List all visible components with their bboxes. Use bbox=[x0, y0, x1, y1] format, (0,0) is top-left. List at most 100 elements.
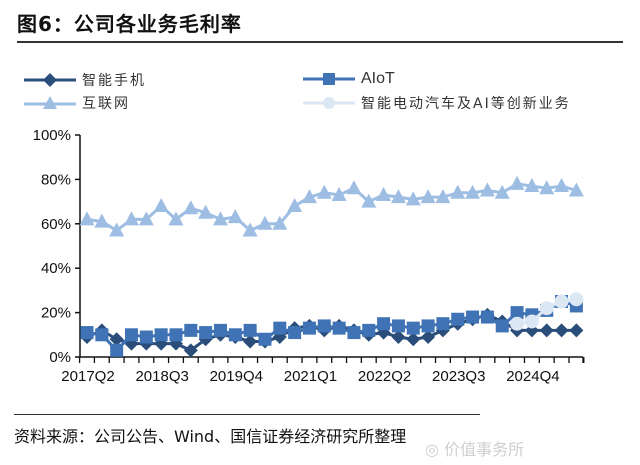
data-point-aiot bbox=[302, 321, 316, 335]
data-point-internet bbox=[376, 186, 392, 201]
data-point-internet bbox=[450, 184, 466, 199]
data-point-internet bbox=[435, 189, 451, 204]
square-marker-icon bbox=[303, 73, 355, 85]
x-tick-label: 2023Q3 bbox=[432, 368, 485, 385]
data-point-internet bbox=[198, 204, 214, 219]
data-point-ev-ai bbox=[510, 316, 525, 331]
data-point-aiot bbox=[258, 332, 272, 346]
data-point-internet bbox=[568, 182, 584, 197]
data-point-aiot bbox=[480, 310, 494, 324]
data-point-smartphone bbox=[406, 332, 421, 347]
data-point-internet bbox=[287, 198, 303, 213]
data-point-internet bbox=[316, 184, 332, 199]
data-point-aiot bbox=[169, 328, 183, 342]
data-point-aiot bbox=[391, 319, 405, 333]
data-point-aiot bbox=[228, 328, 242, 342]
data-point-internet bbox=[331, 186, 347, 201]
data-point-ev-ai bbox=[524, 314, 539, 329]
data-point-internet bbox=[138, 211, 154, 226]
source-note: 资料来源：公司公告、Wind、国信证券经济研究所整理 bbox=[14, 427, 407, 446]
data-point-aiot bbox=[466, 310, 480, 324]
y-tick-label: 100% bbox=[33, 127, 71, 144]
data-point-internet bbox=[494, 184, 510, 199]
data-point-internet bbox=[242, 222, 258, 237]
legend-item-smartphone: 智能手机 bbox=[24, 70, 146, 90]
data-point-aiot bbox=[273, 321, 287, 335]
x-tick-label: 2018Q3 bbox=[135, 368, 188, 385]
data-point-internet bbox=[123, 211, 139, 226]
data-point-smartphone bbox=[539, 323, 554, 338]
diamond-marker-icon bbox=[24, 73, 76, 87]
data-point-aiot bbox=[406, 321, 420, 335]
data-point-aiot bbox=[80, 326, 94, 340]
data-point-internet bbox=[554, 178, 570, 193]
data-point-internet bbox=[346, 180, 362, 195]
legend-label: 智能电动汽车及AI等创新业务 bbox=[361, 96, 571, 112]
data-point-internet bbox=[361, 193, 377, 208]
data-point-internet bbox=[168, 211, 184, 226]
data-point-aiot bbox=[184, 323, 198, 337]
data-point-aiot bbox=[510, 306, 524, 320]
data-point-aiot bbox=[332, 321, 346, 335]
data-point-internet bbox=[405, 191, 421, 206]
legend-item-aiot: AIoT bbox=[303, 70, 395, 88]
title-divider bbox=[17, 41, 623, 43]
data-point-aiot bbox=[347, 326, 361, 340]
data-point-ev-ai bbox=[554, 294, 569, 309]
data-point-internet bbox=[153, 198, 169, 213]
data-point-internet bbox=[465, 184, 481, 199]
circle-marker-icon bbox=[303, 97, 355, 109]
data-point-aiot bbox=[495, 319, 509, 333]
x-tick-label: 2017Q2 bbox=[61, 368, 114, 385]
source-divider bbox=[14, 414, 480, 415]
data-point-internet bbox=[524, 178, 540, 193]
weibo-icon: ◎ bbox=[425, 440, 439, 459]
legend-label: 互联网 bbox=[82, 96, 130, 112]
y-tick-label: 40% bbox=[41, 260, 71, 277]
data-point-aiot bbox=[288, 326, 302, 340]
data-point-smartphone bbox=[109, 332, 124, 347]
data-point-smartphone bbox=[243, 334, 258, 349]
data-point-internet bbox=[109, 222, 125, 237]
data-point-aiot bbox=[95, 328, 109, 342]
data-point-smartphone bbox=[183, 343, 198, 358]
data-point-internet bbox=[420, 189, 436, 204]
data-point-internet bbox=[257, 215, 273, 230]
data-point-internet bbox=[79, 211, 95, 226]
y-tick-label: 20% bbox=[41, 305, 71, 322]
x-tick-label: 2019Q4 bbox=[210, 368, 263, 385]
data-point-aiot bbox=[139, 330, 153, 344]
data-point-aiot bbox=[154, 328, 168, 342]
data-point-internet bbox=[212, 211, 228, 226]
x-tick-label: 2024Q4 bbox=[506, 368, 559, 385]
data-point-internet bbox=[479, 182, 495, 197]
data-point-aiot bbox=[199, 326, 213, 340]
watermark-text: 价值事务所 bbox=[444, 440, 525, 459]
data-point-aiot bbox=[243, 323, 257, 337]
data-point-aiot bbox=[377, 317, 391, 331]
data-point-aiot bbox=[110, 343, 124, 357]
data-point-smartphone bbox=[569, 323, 584, 338]
data-point-smartphone bbox=[554, 323, 569, 338]
legend-label: 智能手机 bbox=[82, 73, 146, 89]
y-tick-label: 80% bbox=[41, 171, 71, 188]
data-point-internet bbox=[183, 200, 199, 215]
legend-item-internet: 互联网 bbox=[24, 93, 130, 113]
data-point-aiot bbox=[436, 317, 450, 331]
chart-title: 图6：公司各业务毛利率 bbox=[17, 12, 242, 36]
data-point-internet bbox=[227, 209, 243, 224]
data-point-aiot bbox=[213, 323, 227, 337]
triangle-marker-icon bbox=[24, 96, 76, 109]
series-line-square bbox=[86, 300, 577, 352]
legend-label: AIoT bbox=[361, 70, 395, 87]
data-point-aiot bbox=[421, 319, 435, 333]
data-point-internet bbox=[539, 180, 555, 195]
data-point-internet bbox=[509, 175, 525, 190]
y-tick-label: 0% bbox=[49, 349, 71, 366]
data-point-aiot bbox=[362, 323, 376, 337]
data-point-internet bbox=[390, 189, 406, 204]
data-point-ev-ai bbox=[539, 301, 554, 316]
data-point-ev-ai bbox=[569, 292, 584, 307]
data-point-internet bbox=[272, 215, 288, 230]
